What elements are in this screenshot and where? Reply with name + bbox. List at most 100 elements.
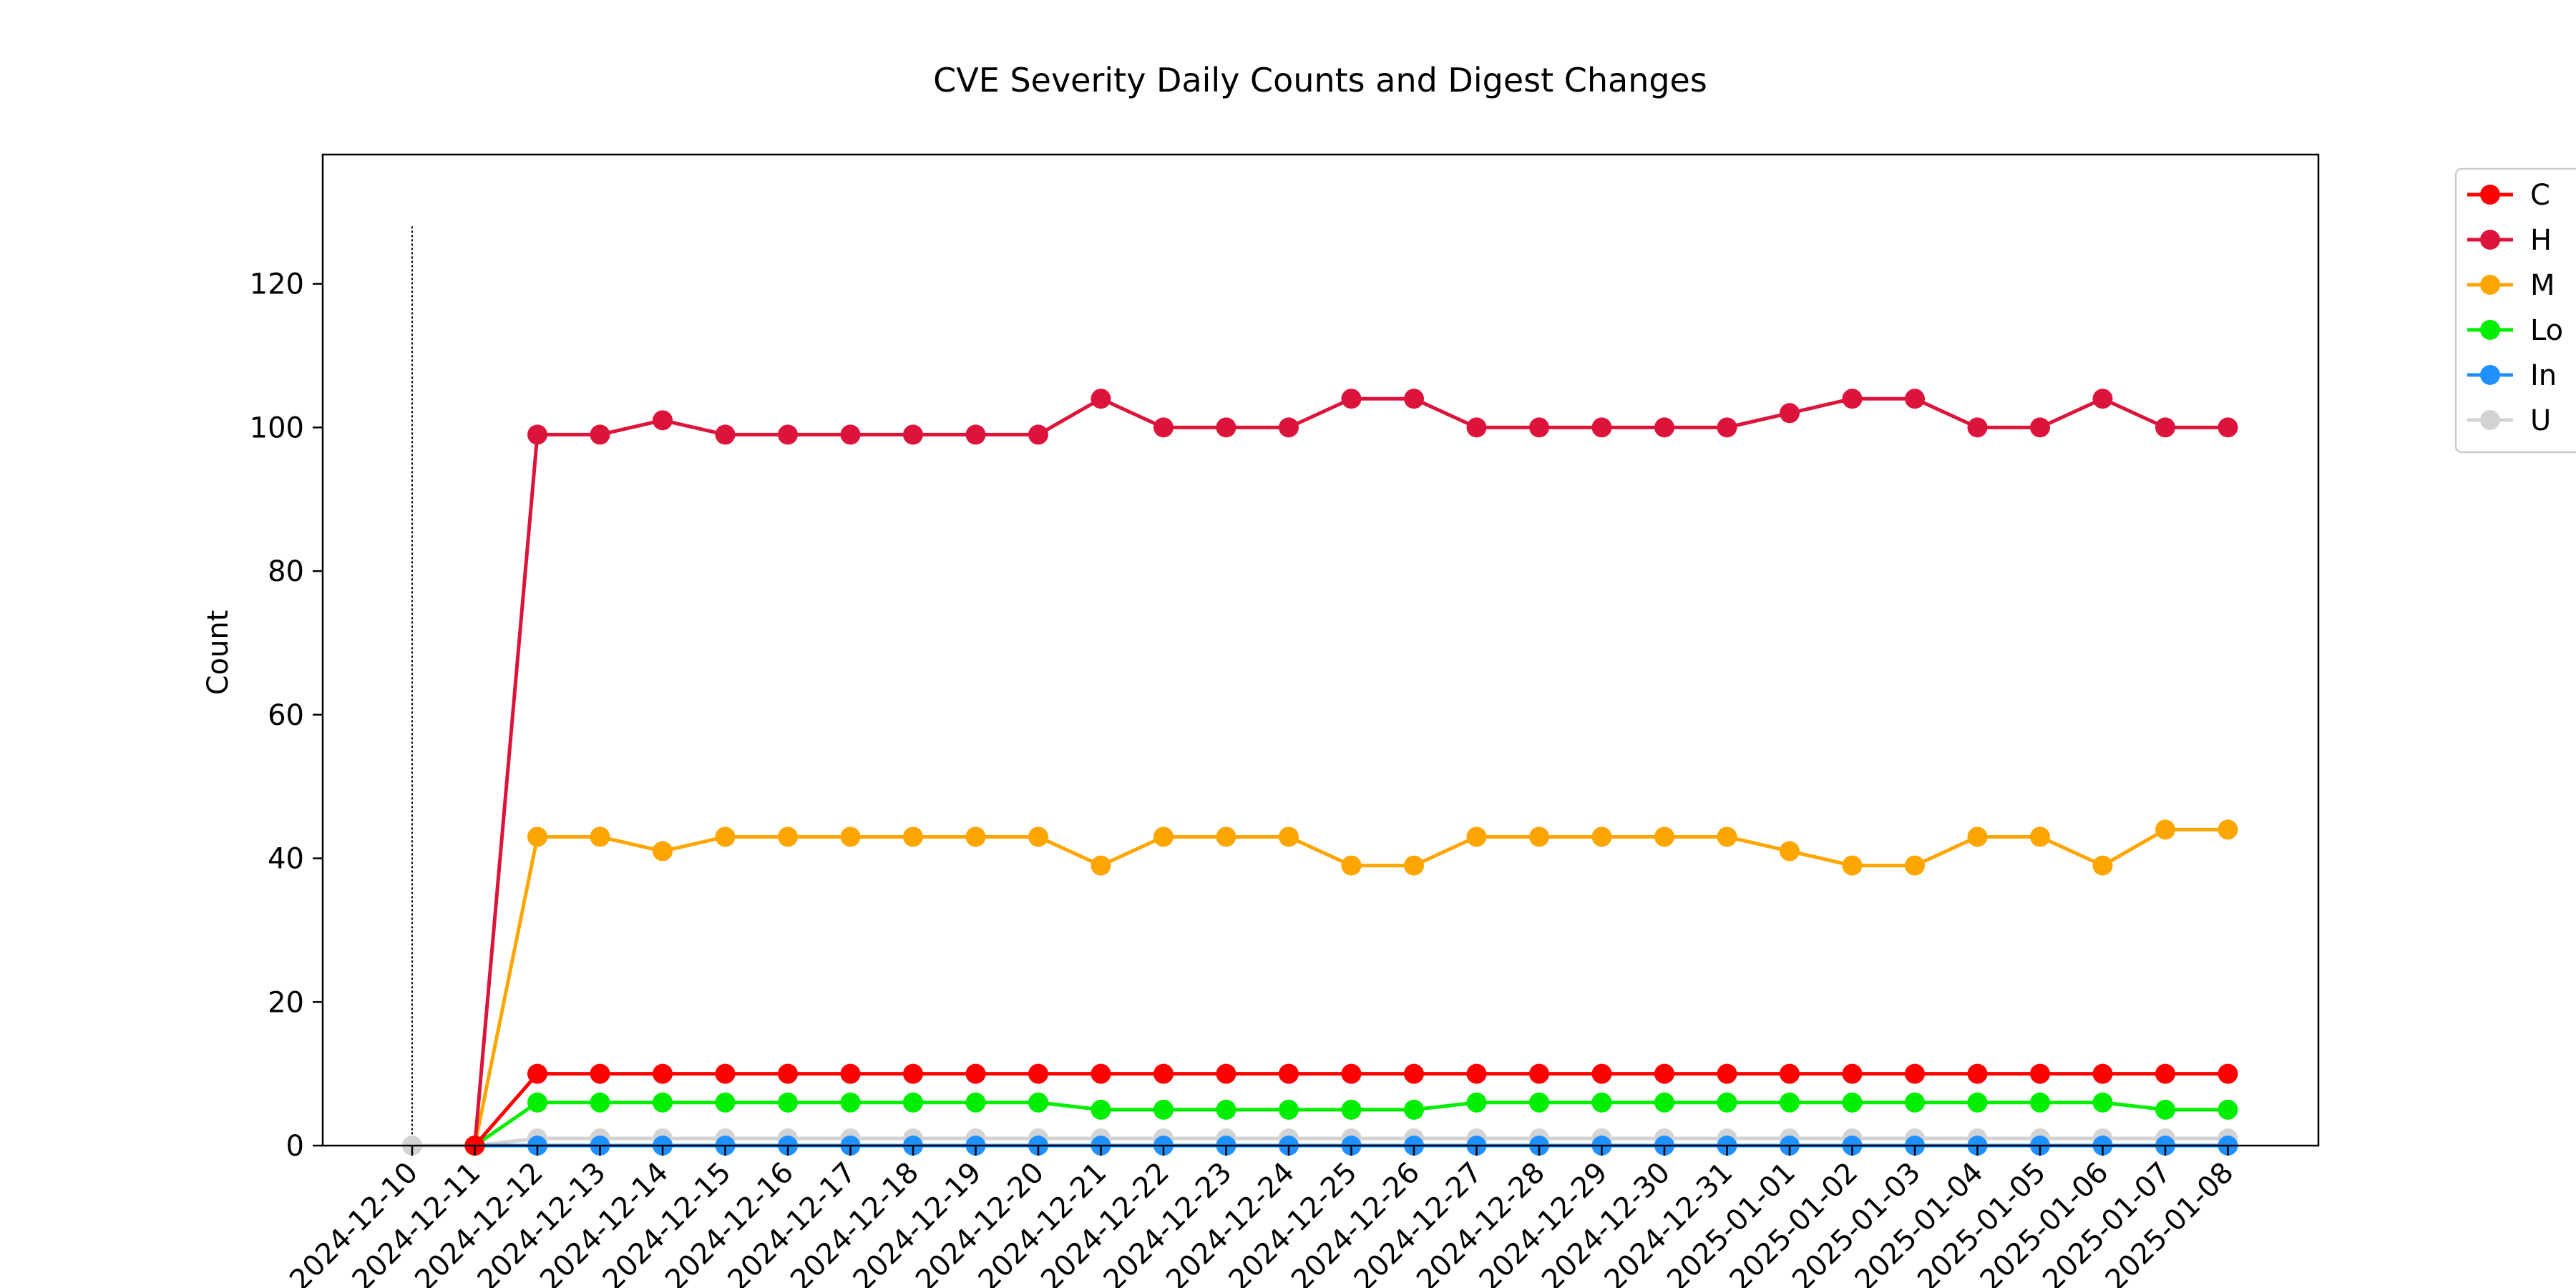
y-tick-label: 20 <box>268 986 304 1019</box>
data-point <box>1591 826 1612 847</box>
data-point <box>2218 819 2238 840</box>
data-point <box>1529 1092 1549 1113</box>
data-point <box>1404 1099 1424 1120</box>
data-point <box>1216 826 1236 847</box>
data-point <box>840 826 861 847</box>
data-point <box>1967 826 1988 847</box>
data-point <box>2218 1099 2238 1120</box>
series-line <box>473 396 2228 1146</box>
legend-swatch-marker <box>2480 275 2500 295</box>
data-point <box>1717 1063 1737 1084</box>
data-point <box>653 1092 673 1113</box>
data-point <box>1905 389 1925 409</box>
data-point <box>1717 1092 1737 1113</box>
data-point <box>527 1063 547 1084</box>
data-point <box>778 1092 798 1113</box>
data-point <box>1654 417 1674 438</box>
series-h <box>464 389 2238 1156</box>
series-u <box>402 1128 2238 1156</box>
legend-label: H <box>2530 224 2552 257</box>
data-point <box>527 1092 547 1113</box>
data-point <box>715 1092 736 1113</box>
data-point <box>1028 1063 1048 1084</box>
legend-swatch-marker <box>2480 410 2500 430</box>
legend-item-m: M <box>2467 269 2555 302</box>
data-point <box>1780 1063 1800 1084</box>
data-point <box>527 826 547 847</box>
data-point <box>1842 1063 1863 1084</box>
legend-swatch-marker <box>2480 365 2500 385</box>
data-point <box>778 826 798 847</box>
y-axis-label: Count <box>202 610 235 696</box>
data-point <box>2092 389 2113 409</box>
x-axis: 2024-12-102024-12-112024-12-122024-12-13… <box>283 1146 2240 1288</box>
data-point <box>1091 389 1111 409</box>
data-point <box>1654 826 1674 847</box>
data-point <box>1216 1099 1236 1120</box>
y-tick-label: 40 <box>268 843 304 876</box>
data-point <box>2092 855 2113 876</box>
data-point <box>653 410 673 431</box>
data-point <box>1654 1063 1674 1084</box>
y-tick-label: 120 <box>250 268 304 301</box>
data-point <box>715 1063 736 1084</box>
data-point <box>1091 1063 1111 1084</box>
data-point <box>840 424 861 445</box>
data-point <box>1028 424 1048 445</box>
data-point <box>1967 1092 1988 1113</box>
data-point <box>1404 389 1424 409</box>
data-point <box>965 1063 986 1084</box>
data-point <box>1529 1063 1549 1084</box>
data-point <box>1466 1092 1487 1113</box>
legend-swatch-marker <box>2480 230 2500 250</box>
legend-label: U <box>2530 404 2551 437</box>
data-point <box>1466 1063 1487 1084</box>
data-point <box>2092 1063 2113 1084</box>
data-point <box>1341 855 1362 876</box>
data-point <box>2030 1092 2050 1113</box>
data-point <box>903 1092 923 1113</box>
data-point <box>527 424 547 445</box>
series-layer <box>402 389 2238 1156</box>
legend-label: Lo <box>2530 314 2563 347</box>
legend-label: C <box>2530 179 2550 212</box>
data-point <box>965 826 986 847</box>
data-point <box>1404 855 1424 876</box>
legend-item-in: In <box>2467 359 2557 392</box>
data-point <box>1529 417 1549 438</box>
legend-item-u: U <box>2467 404 2551 437</box>
series-line <box>412 1136 2228 1148</box>
data-point <box>1279 1063 1299 1084</box>
y-tick-label: 100 <box>250 411 304 444</box>
data-point <box>1842 389 1863 409</box>
y-tick-label: 80 <box>268 555 304 588</box>
y-axis: 0 20 40 60 80 100 120 <box>250 268 323 1163</box>
legend-item-h: H <box>2467 224 2552 257</box>
data-point <box>653 841 673 862</box>
data-point <box>778 1063 798 1084</box>
data-point <box>590 826 610 847</box>
data-point <box>1279 1099 1299 1120</box>
data-point <box>840 1092 861 1113</box>
data-point <box>1153 826 1174 847</box>
data-point <box>1842 1092 1863 1113</box>
data-point <box>590 1092 610 1113</box>
data-point <box>1654 1092 1674 1113</box>
data-point <box>2030 417 2050 438</box>
data-point <box>1091 1099 1111 1120</box>
data-point <box>1967 417 1988 438</box>
data-point <box>1028 826 1048 847</box>
legend-swatch-marker <box>2480 185 2500 205</box>
data-point <box>1466 826 1487 847</box>
data-point <box>2218 1063 2238 1084</box>
data-point <box>2155 417 2175 438</box>
data-point <box>965 1092 986 1113</box>
data-point <box>2155 1063 2175 1084</box>
data-point <box>1717 417 1737 438</box>
data-point <box>965 424 986 445</box>
series-m <box>464 819 2238 1156</box>
legend: CHM Lo In U <box>2454 167 2576 454</box>
data-point <box>1341 1099 1362 1120</box>
legend-item-lo: Lo <box>2467 314 2563 347</box>
data-point <box>1216 1063 1236 1084</box>
